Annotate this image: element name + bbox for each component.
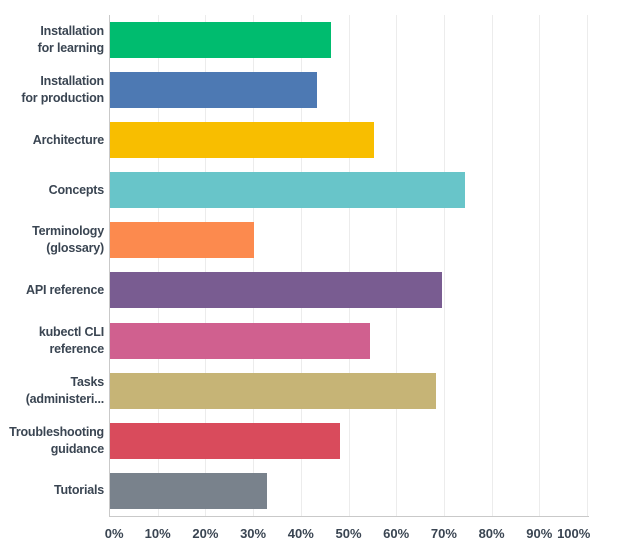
x-tick-label: 90% [526, 526, 553, 541]
x-tick-label: 0% [104, 526, 124, 541]
category-label: API reference [26, 283, 104, 298]
gridline [539, 15, 541, 516]
bar-row [110, 165, 587, 215]
x-axis-tick-labels: 0% 10% 20% 30% 40% 50% 60% 70% 80% 90% 100% [105, 526, 591, 544]
gridline [396, 15, 398, 516]
category-label: Installation for learning [37, 24, 105, 56]
category-label: Concepts [48, 182, 105, 197]
bar-row [110, 265, 587, 315]
x-tick-label: 80% [478, 526, 505, 541]
x-tick-label: 70% [430, 526, 457, 541]
category-label: Tutorials [53, 483, 104, 498]
category-label: Terminology (glossary) [32, 224, 104, 256]
x-tick-label: 20% [192, 526, 219, 541]
gridline [253, 15, 255, 516]
x-tick-label: 30% [240, 526, 267, 541]
gridline [491, 15, 493, 516]
bar [110, 272, 442, 309]
gridline [300, 15, 302, 516]
y-axis-line [109, 15, 110, 517]
bar [110, 122, 375, 159]
category-label: Tasks (administeri... [25, 374, 104, 406]
x-tick-label: 100% [557, 526, 591, 541]
bar-row [110, 15, 587, 65]
category-label: Troubleshooting guidance [9, 424, 104, 456]
x-tick-label: 40% [287, 526, 314, 541]
bar [110, 222, 254, 259]
gridline [157, 15, 159, 516]
bar-row [110, 466, 587, 516]
category-label: Installation for production [21, 74, 104, 106]
bar [110, 422, 341, 459]
bar [110, 322, 370, 359]
bar-row [110, 215, 587, 265]
bar-row [110, 65, 587, 115]
gridline [205, 15, 207, 516]
bar-row [110, 416, 587, 466]
bar-row [110, 115, 587, 165]
bar-row [110, 366, 587, 416]
category-label: Architecture [32, 132, 104, 147]
bar [110, 172, 466, 209]
x-tick-label: 50% [335, 526, 362, 541]
gridline [443, 15, 445, 516]
x-axis-line [109, 516, 589, 517]
x-tick-label: 60% [383, 526, 410, 541]
plot-area [110, 15, 588, 516]
category-label: kubectl CLI reference [38, 324, 104, 356]
gridline [348, 15, 350, 516]
bar [110, 472, 268, 509]
gridline [587, 15, 588, 516]
category-labels: Installation for learning Installation fo… [0, 15, 104, 516]
bar-row [110, 316, 587, 366]
x-tick-label: 10% [144, 526, 171, 541]
bar [110, 372, 437, 409]
bar [110, 22, 331, 58]
bar [110, 72, 317, 109]
